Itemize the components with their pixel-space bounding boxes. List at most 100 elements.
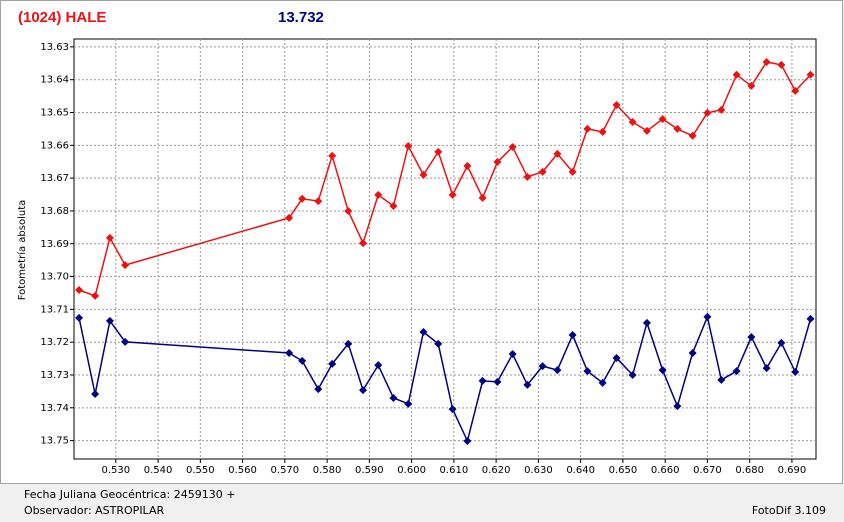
y-axis-label: Fotometría absoluta <box>16 200 28 301</box>
data-point <box>538 362 547 371</box>
data-point <box>419 328 428 337</box>
data-point <box>806 314 815 323</box>
y-tick-label: 13.67 <box>40 173 69 184</box>
data-point <box>777 60 786 69</box>
y-tick-label: 13.74 <box>40 403 69 414</box>
data-point <box>419 170 428 179</box>
data-point <box>762 364 771 373</box>
data-point <box>75 313 84 322</box>
data-point <box>673 124 682 133</box>
data-point <box>285 349 294 358</box>
data-point <box>508 142 517 151</box>
data-point <box>121 337 130 346</box>
chart-subtitle: 13.732 <box>278 9 324 26</box>
data-point <box>703 312 712 321</box>
data-point <box>598 378 607 387</box>
data-point <box>493 158 502 167</box>
data-point <box>314 197 323 206</box>
x-tick-label: 0.690 <box>778 465 807 476</box>
x-tick-label: 0.570 <box>271 465 300 476</box>
series-line <box>78 314 812 444</box>
data-point <box>568 167 577 176</box>
x-tick-label: 0.560 <box>228 465 257 476</box>
data-point <box>493 377 502 386</box>
x-tick-label: 0.640 <box>566 465 595 476</box>
data-point <box>508 350 517 358</box>
data-point <box>121 261 130 270</box>
data-point <box>314 385 323 394</box>
data-point <box>658 366 667 375</box>
data-point <box>374 361 383 370</box>
data-point <box>448 190 457 199</box>
data-point <box>523 380 532 389</box>
plot-area <box>73 38 817 460</box>
data-point <box>642 126 651 135</box>
data-point <box>75 286 84 295</box>
y-tick-label: 13.63 <box>40 42 69 53</box>
data-point <box>747 332 756 341</box>
x-tick-label: 0.580 <box>313 465 342 476</box>
data-point <box>344 206 353 215</box>
y-tick-label: 13.66 <box>40 140 69 151</box>
data-point <box>434 339 443 348</box>
data-point <box>105 316 114 325</box>
x-tick-label: 0.550 <box>186 465 215 476</box>
data-point <box>328 151 337 160</box>
footer-observer: Observador: ASTROPILAR <box>24 504 165 517</box>
data-point <box>359 386 368 395</box>
data-point <box>389 393 398 402</box>
y-tick-label: 13.64 <box>40 75 69 86</box>
x-tick-label: 0.620 <box>482 465 511 476</box>
y-tick-label: 13.70 <box>40 272 69 283</box>
data-point <box>688 131 697 140</box>
data-point <box>344 339 353 348</box>
data-point <box>389 202 398 211</box>
data-point <box>478 193 487 202</box>
data-point <box>91 390 100 399</box>
data-point <box>538 167 547 176</box>
y-tick-label: 13.72 <box>40 337 69 348</box>
data-point <box>747 81 756 90</box>
data-point <box>105 233 114 242</box>
y-tick-label: 13.69 <box>40 239 69 250</box>
data-point <box>463 161 472 170</box>
footer-version: FotoDif 3.109 <box>751 504 826 517</box>
data-point <box>703 108 712 117</box>
data-point <box>91 291 100 300</box>
data-point <box>298 356 307 365</box>
x-tick-label: 0.530 <box>102 465 131 476</box>
series-line <box>78 61 812 297</box>
x-tick-label: 0.610 <box>440 465 469 476</box>
data-point <box>583 367 592 376</box>
x-tick-label: 0.540 <box>144 465 173 476</box>
data-point <box>463 436 472 445</box>
data-point <box>612 100 621 109</box>
chart: (1024) HALE 13.732 Fotometría absoluta 1… <box>0 0 843 484</box>
data-point <box>612 353 621 362</box>
data-point <box>553 149 562 158</box>
data-point <box>404 141 413 150</box>
y-tick-label: 13.71 <box>40 304 69 315</box>
data-point <box>791 86 800 95</box>
x-tick-label: 0.650 <box>609 465 638 476</box>
y-tick-label: 13.73 <box>40 370 69 381</box>
chart-title: (1024) HALE <box>18 9 106 26</box>
data-point <box>732 70 741 79</box>
x-tick-label: 0.600 <box>397 465 426 476</box>
data-point <box>658 115 667 124</box>
y-tick-label: 13.68 <box>40 206 69 217</box>
x-tick-label: 0.630 <box>524 465 553 476</box>
data-point <box>359 239 368 248</box>
data-point <box>298 194 307 203</box>
data-point <box>717 105 726 114</box>
data-point <box>478 376 487 385</box>
data-point <box>628 371 637 379</box>
data-point <box>732 367 741 376</box>
x-tick-label: 0.680 <box>735 465 764 476</box>
data-point <box>628 118 637 127</box>
data-point <box>598 127 607 136</box>
data-point <box>404 399 413 408</box>
footer-date: Fecha Juliana Geocéntrica: 2459130 + <box>24 488 236 501</box>
data-point <box>568 330 577 339</box>
